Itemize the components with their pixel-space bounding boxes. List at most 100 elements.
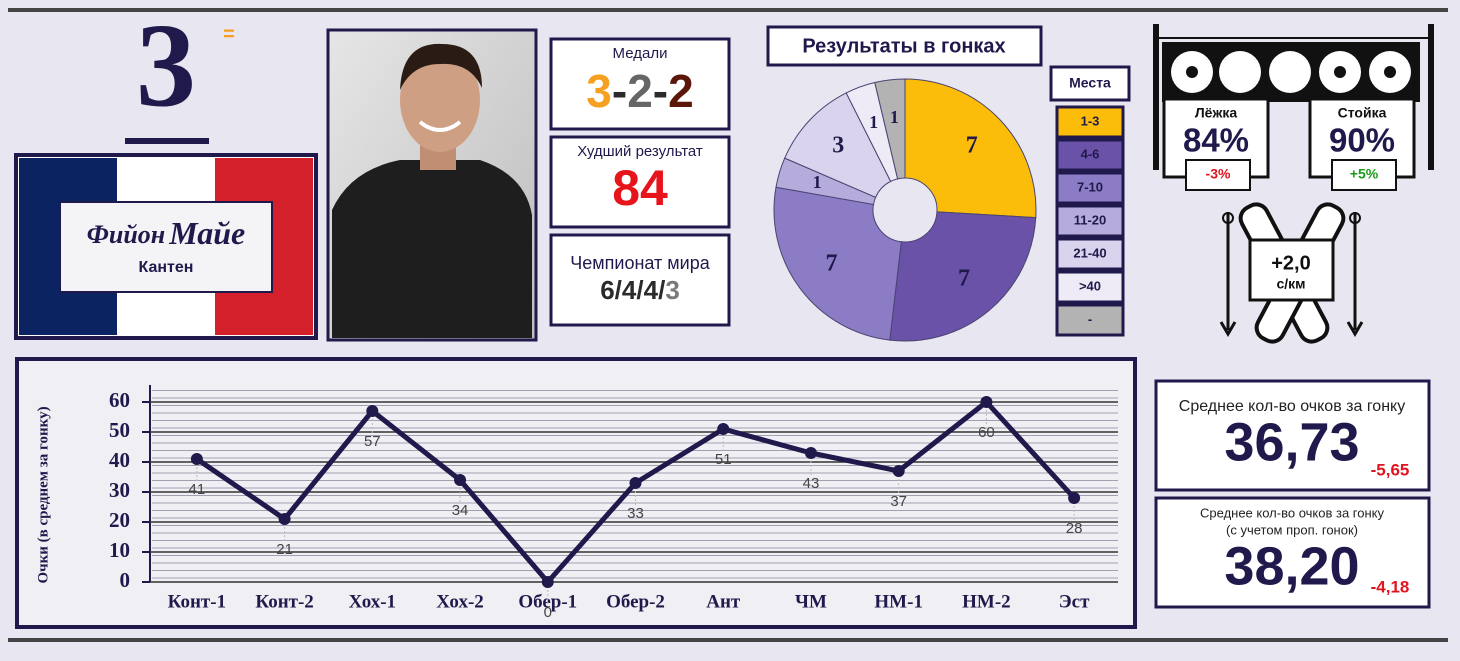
point-label: 41 bbox=[189, 481, 206, 498]
target-hit bbox=[1384, 66, 1396, 78]
shooting-change: +5% bbox=[1350, 166, 1379, 182]
legend-swatch bbox=[1055, 171, 1125, 205]
count: 2 bbox=[627, 65, 653, 117]
count: 3 bbox=[665, 275, 679, 305]
point bbox=[717, 423, 730, 435]
slice-label: 1 bbox=[890, 107, 899, 127]
legend-label: 21-40 bbox=[1073, 245, 1106, 260]
point-label: 51 bbox=[715, 451, 732, 468]
average-box bbox=[1154, 379, 1431, 492]
shooting-graphic bbox=[1153, 24, 1434, 170]
x-tick-label: Обер-2 bbox=[606, 591, 665, 612]
legend-label: 11-20 bbox=[1074, 212, 1107, 227]
shooting-value: 90% bbox=[1329, 122, 1395, 159]
legend-label: 7-10 bbox=[1077, 179, 1103, 194]
pie-slice bbox=[874, 78, 906, 180]
point bbox=[454, 474, 467, 486]
pole-tip bbox=[1219, 321, 1237, 337]
pie-title-box bbox=[766, 25, 1043, 67]
legend-swatch bbox=[1055, 105, 1125, 139]
legend-swatch bbox=[1055, 204, 1125, 238]
pie-slice bbox=[904, 78, 1037, 219]
point-label: 37 bbox=[890, 493, 907, 510]
x-tick-label: Обер-1 bbox=[518, 591, 577, 612]
x-tick-label: Хох-2 bbox=[436, 591, 484, 612]
y-tick-label: 0 bbox=[120, 568, 131, 592]
athlete-photo bbox=[326, 28, 538, 342]
point bbox=[366, 405, 379, 417]
x-tick-label: НМ-2 bbox=[962, 591, 1011, 612]
x-tick-label: ЧМ bbox=[795, 591, 827, 612]
point bbox=[278, 513, 291, 525]
y-tick-label: 20 bbox=[109, 508, 130, 532]
wc-label: Чемпионат мира bbox=[570, 253, 710, 273]
line-chart: 0 10 20 30 40 50 60 Очки (в среднем за гонку) Ко… bbox=[35, 385, 1118, 621]
count: 2 bbox=[668, 65, 694, 117]
shooting-value: 84% bbox=[1183, 122, 1249, 159]
legend-swatch bbox=[1055, 270, 1125, 304]
shooting-change-box bbox=[1185, 159, 1251, 191]
count: 3 bbox=[586, 65, 612, 117]
x-tick-label: НМ-1 bbox=[874, 591, 923, 612]
ski-graphic bbox=[1219, 202, 1364, 344]
point bbox=[1068, 492, 1081, 504]
slice-label: 7 bbox=[958, 266, 970, 292]
separator: - bbox=[612, 65, 627, 117]
point-label: 28 bbox=[1066, 520, 1083, 537]
medals-box bbox=[549, 37, 731, 131]
shooting-label: Стойка bbox=[1338, 105, 1387, 121]
point-label: 57 bbox=[364, 433, 381, 450]
medals-values: 3-2-2 bbox=[586, 65, 693, 117]
athlete-surname: Фийон Майе bbox=[87, 215, 245, 251]
point bbox=[541, 576, 554, 588]
shooting-change-box bbox=[1331, 159, 1397, 191]
count: 4 bbox=[644, 275, 659, 305]
separator: - bbox=[653, 65, 668, 117]
worst-label: Худший результат bbox=[577, 143, 703, 160]
point bbox=[804, 447, 817, 459]
point-label: 43 bbox=[803, 475, 820, 492]
worst-value: 84 bbox=[612, 160, 668, 216]
photo-hair bbox=[400, 43, 482, 90]
average-label: Среднее кол-во очков за гонку bbox=[1200, 505, 1384, 520]
rank-change: = bbox=[223, 23, 235, 45]
legend-label: 1-3 bbox=[1081, 113, 1100, 128]
slice-label: 7 bbox=[825, 250, 837, 276]
photo-jacket bbox=[332, 160, 532, 338]
wc-values: 6/4/4/3 bbox=[600, 275, 680, 305]
y-tick-label: 30 bbox=[109, 478, 130, 502]
legend-title: Места bbox=[1069, 75, 1111, 91]
shooting-change: -3% bbox=[1206, 166, 1231, 182]
photo-smile bbox=[418, 120, 462, 132]
pole-tip bbox=[1346, 321, 1364, 337]
y-tick-label: 60 bbox=[109, 388, 130, 412]
medals-label: Медали bbox=[613, 45, 668, 62]
pie-slice bbox=[889, 211, 1037, 342]
point bbox=[892, 465, 905, 477]
rank-underline bbox=[125, 138, 209, 144]
pole-grip bbox=[1222, 212, 1234, 224]
worst-box bbox=[549, 135, 731, 229]
point bbox=[980, 396, 993, 408]
legend-swatch bbox=[1055, 138, 1125, 172]
separator: / bbox=[615, 275, 622, 305]
wc-box bbox=[549, 233, 731, 327]
slice-label: 3 bbox=[832, 133, 844, 159]
x-tick-label: Хох-1 bbox=[349, 591, 397, 612]
y-tick-label: 40 bbox=[109, 448, 130, 472]
point-label: 0 bbox=[544, 604, 552, 621]
count: 6 bbox=[600, 275, 614, 305]
average-change: -5,65 bbox=[1371, 460, 1410, 479]
legend-label: - bbox=[1088, 311, 1092, 326]
average-value: 38,20 bbox=[1224, 536, 1359, 596]
speed-value: +2,0 bbox=[1271, 252, 1310, 274]
y-tick-label: 50 bbox=[109, 418, 130, 442]
point bbox=[190, 453, 203, 465]
average-box bbox=[1154, 496, 1431, 609]
point bbox=[629, 477, 642, 489]
